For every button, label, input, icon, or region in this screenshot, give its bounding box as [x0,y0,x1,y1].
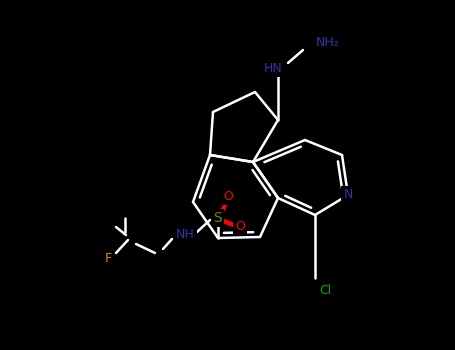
Text: NH: NH [176,229,194,241]
Text: Cl: Cl [319,284,331,296]
Text: S: S [214,211,222,225]
Text: HN: HN [263,62,283,75]
Text: F: F [105,252,111,265]
Text: O: O [235,219,245,232]
Text: O: O [223,189,233,203]
Text: N: N [344,189,353,202]
Text: NH₂: NH₂ [316,35,340,49]
